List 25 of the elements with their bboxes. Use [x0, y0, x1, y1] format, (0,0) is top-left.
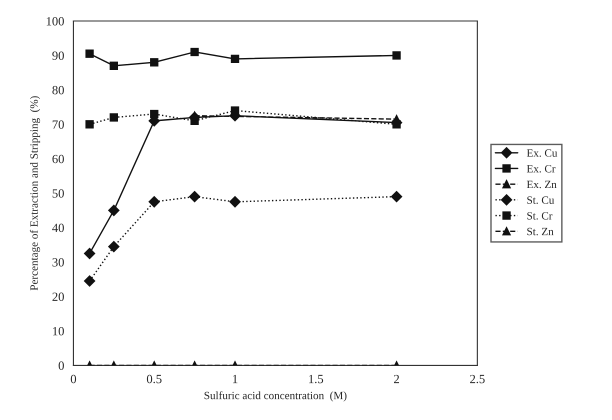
y-tick-label: 90: [52, 51, 64, 60]
x-tick-label: 2: [394, 374, 400, 384]
x-tick-label: 2.5: [470, 374, 485, 384]
y-tick-label: 30: [52, 258, 64, 267]
legend-label: St. Cu: [527, 196, 554, 204]
x-tick-label: 1.5: [309, 374, 324, 384]
legend-label: St. Zn: [527, 228, 554, 236]
y-tick-label: 40: [52, 224, 64, 232]
y-tick-label: 80: [52, 86, 64, 94]
legend-label: Ex. Cr: [526, 165, 556, 173]
y-tick-label: 60: [52, 154, 64, 164]
y-tick-label: 20: [52, 292, 64, 301]
x-tick-label: 0.5: [146, 374, 162, 384]
y-tick-label: 50: [52, 189, 64, 198]
x-axis-title: Sulfuric acid concentration (M): [204, 391, 346, 402]
y-tick-label: 100: [46, 17, 64, 26]
y-tick-label: 10: [53, 326, 64, 336]
x-tick-label: 1: [232, 374, 238, 384]
legend-label: Ex. Zn: [526, 180, 557, 188]
x-tick-label: 0: [70, 374, 76, 384]
legend-label: Ex. Cu: [526, 149, 558, 157]
y-axis-title: Percentage of Extraction and Stripping (%): [30, 96, 40, 290]
y-tick-label: 70: [52, 120, 64, 129]
y-tick-label: 0: [58, 361, 64, 370]
legend-label: St. Cr: [527, 212, 552, 220]
